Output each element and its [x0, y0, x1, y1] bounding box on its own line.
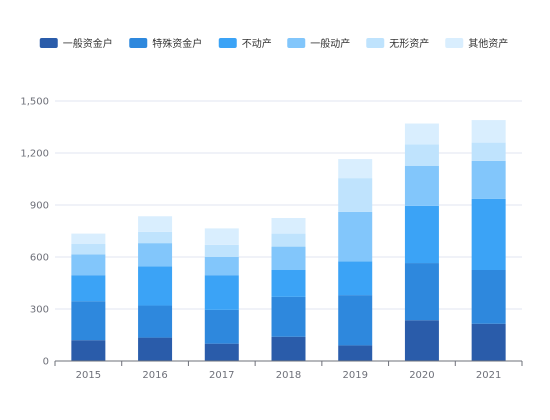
legend-label: 一般动产: [310, 37, 350, 50]
bar-segment[interactable]: [71, 340, 106, 361]
bar-segment[interactable]: [138, 216, 173, 232]
x-tick-label: 2021: [476, 370, 501, 381]
bar-segment[interactable]: [338, 178, 373, 212]
bar-segment[interactable]: [404, 166, 439, 206]
bar-segment[interactable]: [404, 205, 439, 264]
y-tick-label: 600: [30, 253, 49, 264]
bar-segment[interactable]: [271, 270, 306, 297]
y-tick-label: 1,500: [20, 97, 49, 108]
bar-segment[interactable]: [71, 254, 106, 276]
legend-item[interactable]: 一般资金户: [39, 37, 113, 50]
legend-item[interactable]: 不动产: [218, 37, 272, 50]
legend-label: 其他资产: [468, 37, 508, 50]
legend-item[interactable]: 特殊资金户: [129, 37, 202, 50]
bar-segment[interactable]: [404, 320, 439, 361]
legend-label: 一般资金户: [63, 37, 113, 50]
bar-segment[interactable]: [471, 142, 506, 161]
bar-segment[interactable]: [471, 323, 506, 361]
bar-segment[interactable]: [138, 266, 173, 306]
y-tick-label: 300: [30, 305, 49, 316]
x-tick-label: 2015: [76, 370, 101, 381]
bar-segment[interactable]: [271, 246, 306, 270]
grid: [55, 100, 522, 310]
legend-swatch: [366, 38, 385, 48]
bar-segment[interactable]: [338, 345, 373, 361]
bar-segment[interactable]: [204, 228, 239, 245]
bar-segment[interactable]: [271, 336, 306, 361]
legend: 一般资金户 特殊资金户 不动产 一般动产 无形资产 其他资产: [39, 37, 508, 50]
bar-segment[interactable]: [471, 120, 506, 143]
legend-item[interactable]: 其他资产: [445, 37, 508, 50]
legend-swatch: [218, 38, 237, 48]
bar-segment[interactable]: [271, 296, 306, 337]
bar-segment[interactable]: [204, 343, 239, 361]
bar-segment[interactable]: [71, 275, 106, 302]
legend-item[interactable]: 一般动产: [287, 37, 350, 50]
bar-segment[interactable]: [404, 263, 439, 321]
bar-segment[interactable]: [338, 211, 373, 262]
bar-segment[interactable]: [204, 257, 239, 276]
bar-segment[interactable]: [404, 123, 439, 145]
bar-segment[interactable]: [338, 159, 373, 179]
bar-segment[interactable]: [204, 309, 239, 344]
legend-label: 无形资产: [389, 37, 429, 50]
legend-item[interactable]: 无形资产: [366, 37, 429, 50]
legend-swatch: [445, 38, 464, 48]
x-tick-label: 2020: [409, 370, 434, 381]
y-tick-label: 1,200: [20, 149, 49, 160]
bar-segment[interactable]: [271, 233, 306, 247]
legend-label: 特殊资金户: [152, 37, 202, 50]
axes: 0 300 600 900 1,200 1,500 2015 2016 2017 2018 2019…: [20, 97, 523, 381]
bars: [71, 120, 506, 361]
bar-segment[interactable]: [471, 270, 506, 324]
bar-segment[interactable]: [138, 305, 173, 338]
x-tick-label: 2019: [342, 370, 367, 381]
bar-segment[interactable]: [138, 243, 173, 267]
bar-segment[interactable]: [204, 244, 239, 257]
y-tick-label: 0: [43, 357, 49, 368]
legend-swatch: [39, 38, 58, 48]
legend-swatch: [129, 38, 148, 48]
x-tick-label: 2018: [276, 370, 301, 381]
bar-segment[interactable]: [471, 198, 506, 270]
bar-segment[interactable]: [71, 233, 106, 244]
bar-segment[interactable]: [471, 160, 506, 199]
bar-segment[interactable]: [138, 337, 173, 361]
legend-swatch: [287, 38, 306, 48]
bar-segment[interactable]: [338, 295, 373, 346]
bar-segment[interactable]: [271, 218, 306, 234]
bar-segment[interactable]: [71, 301, 106, 341]
legend-label: 不动产: [242, 37, 272, 50]
x-tick-label: 2016: [142, 370, 167, 381]
bar-segment[interactable]: [404, 144, 439, 166]
y-tick-label: 900: [30, 201, 49, 212]
bar-segment[interactable]: [338, 261, 373, 296]
bar-segment[interactable]: [138, 231, 173, 244]
bar-segment[interactable]: [204, 275, 239, 310]
bar-segment[interactable]: [71, 244, 106, 255]
x-tick-label: 2017: [209, 370, 234, 381]
